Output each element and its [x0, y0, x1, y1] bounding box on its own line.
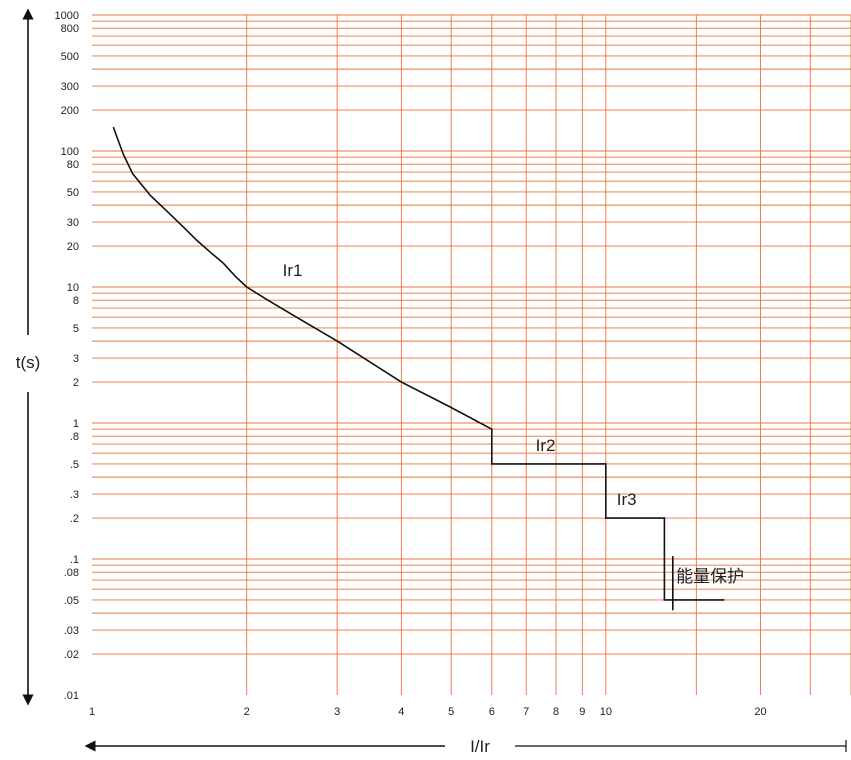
y-tick-label: 8 [73, 295, 79, 307]
zone-label: 能量保护 [676, 567, 744, 586]
x-tick-label: 4 [398, 706, 404, 718]
y-tick-label: .05 [64, 595, 79, 607]
y-tick-label: 20 [67, 241, 79, 253]
y-tick-label: 80 [67, 159, 79, 171]
x-tick-label: 7 [523, 706, 529, 718]
y-tick-label: .3 [70, 489, 79, 501]
y-tick-label: 1000 [55, 10, 79, 22]
y-tick-label: .2 [70, 513, 79, 525]
y-tick-label: 50 [67, 187, 79, 199]
y-tick-label: 3 [73, 353, 79, 365]
x-tick-label: 1 [89, 706, 95, 718]
x-tick-label: 9 [579, 706, 585, 718]
zone-label: Ir3 [617, 490, 637, 509]
y-tick-label: .01 [64, 690, 79, 702]
x-tick-label: 10 [600, 706, 612, 718]
y-tick-label: .02 [64, 649, 79, 661]
trip-curve [112, 126, 725, 611]
y-tick-label: 500 [61, 51, 79, 63]
x-tick-label: 2 [244, 706, 250, 718]
y-tick-label: 5 [73, 323, 79, 335]
y-tick-label: 10 [67, 282, 79, 294]
y-tick-label: 2 [73, 377, 79, 389]
y-tick-label: 1 [73, 418, 79, 430]
x-tick-label: 3 [334, 706, 340, 718]
zone-label: Ir1 [283, 261, 303, 280]
y-axis-title: t(s) [16, 353, 41, 372]
y-tick-label: 300 [61, 81, 79, 93]
x-tick-label: 20 [754, 706, 766, 718]
y-tick-label: 200 [61, 105, 79, 117]
y-tick-label: .5 [70, 459, 79, 471]
y-tick-label: .03 [64, 625, 79, 637]
y-tick-label: .08 [64, 567, 79, 579]
y-tick-label: 30 [67, 217, 79, 229]
zone-label: Ir2 [536, 436, 556, 455]
y-tick-label: 100 [61, 146, 79, 158]
x-axis-title: I/Ir [470, 737, 490, 756]
y-tick-label: .8 [70, 431, 79, 443]
x-tick-label: 5 [448, 706, 454, 718]
x-tick-label: 6 [489, 706, 495, 718]
x-tick-label: 8 [553, 706, 559, 718]
y-tick-label: 800 [61, 23, 79, 35]
plot-grid [92, 14, 851, 695]
zone-labels: Ir1 Ir2 Ir3 能量保护 [283, 261, 744, 586]
axis-ticks: 1000800500300200100805030201085321.8.5.3… [55, 10, 767, 718]
y-tick-label: .1 [70, 554, 79, 566]
trip-curve-line [112, 126, 725, 601]
